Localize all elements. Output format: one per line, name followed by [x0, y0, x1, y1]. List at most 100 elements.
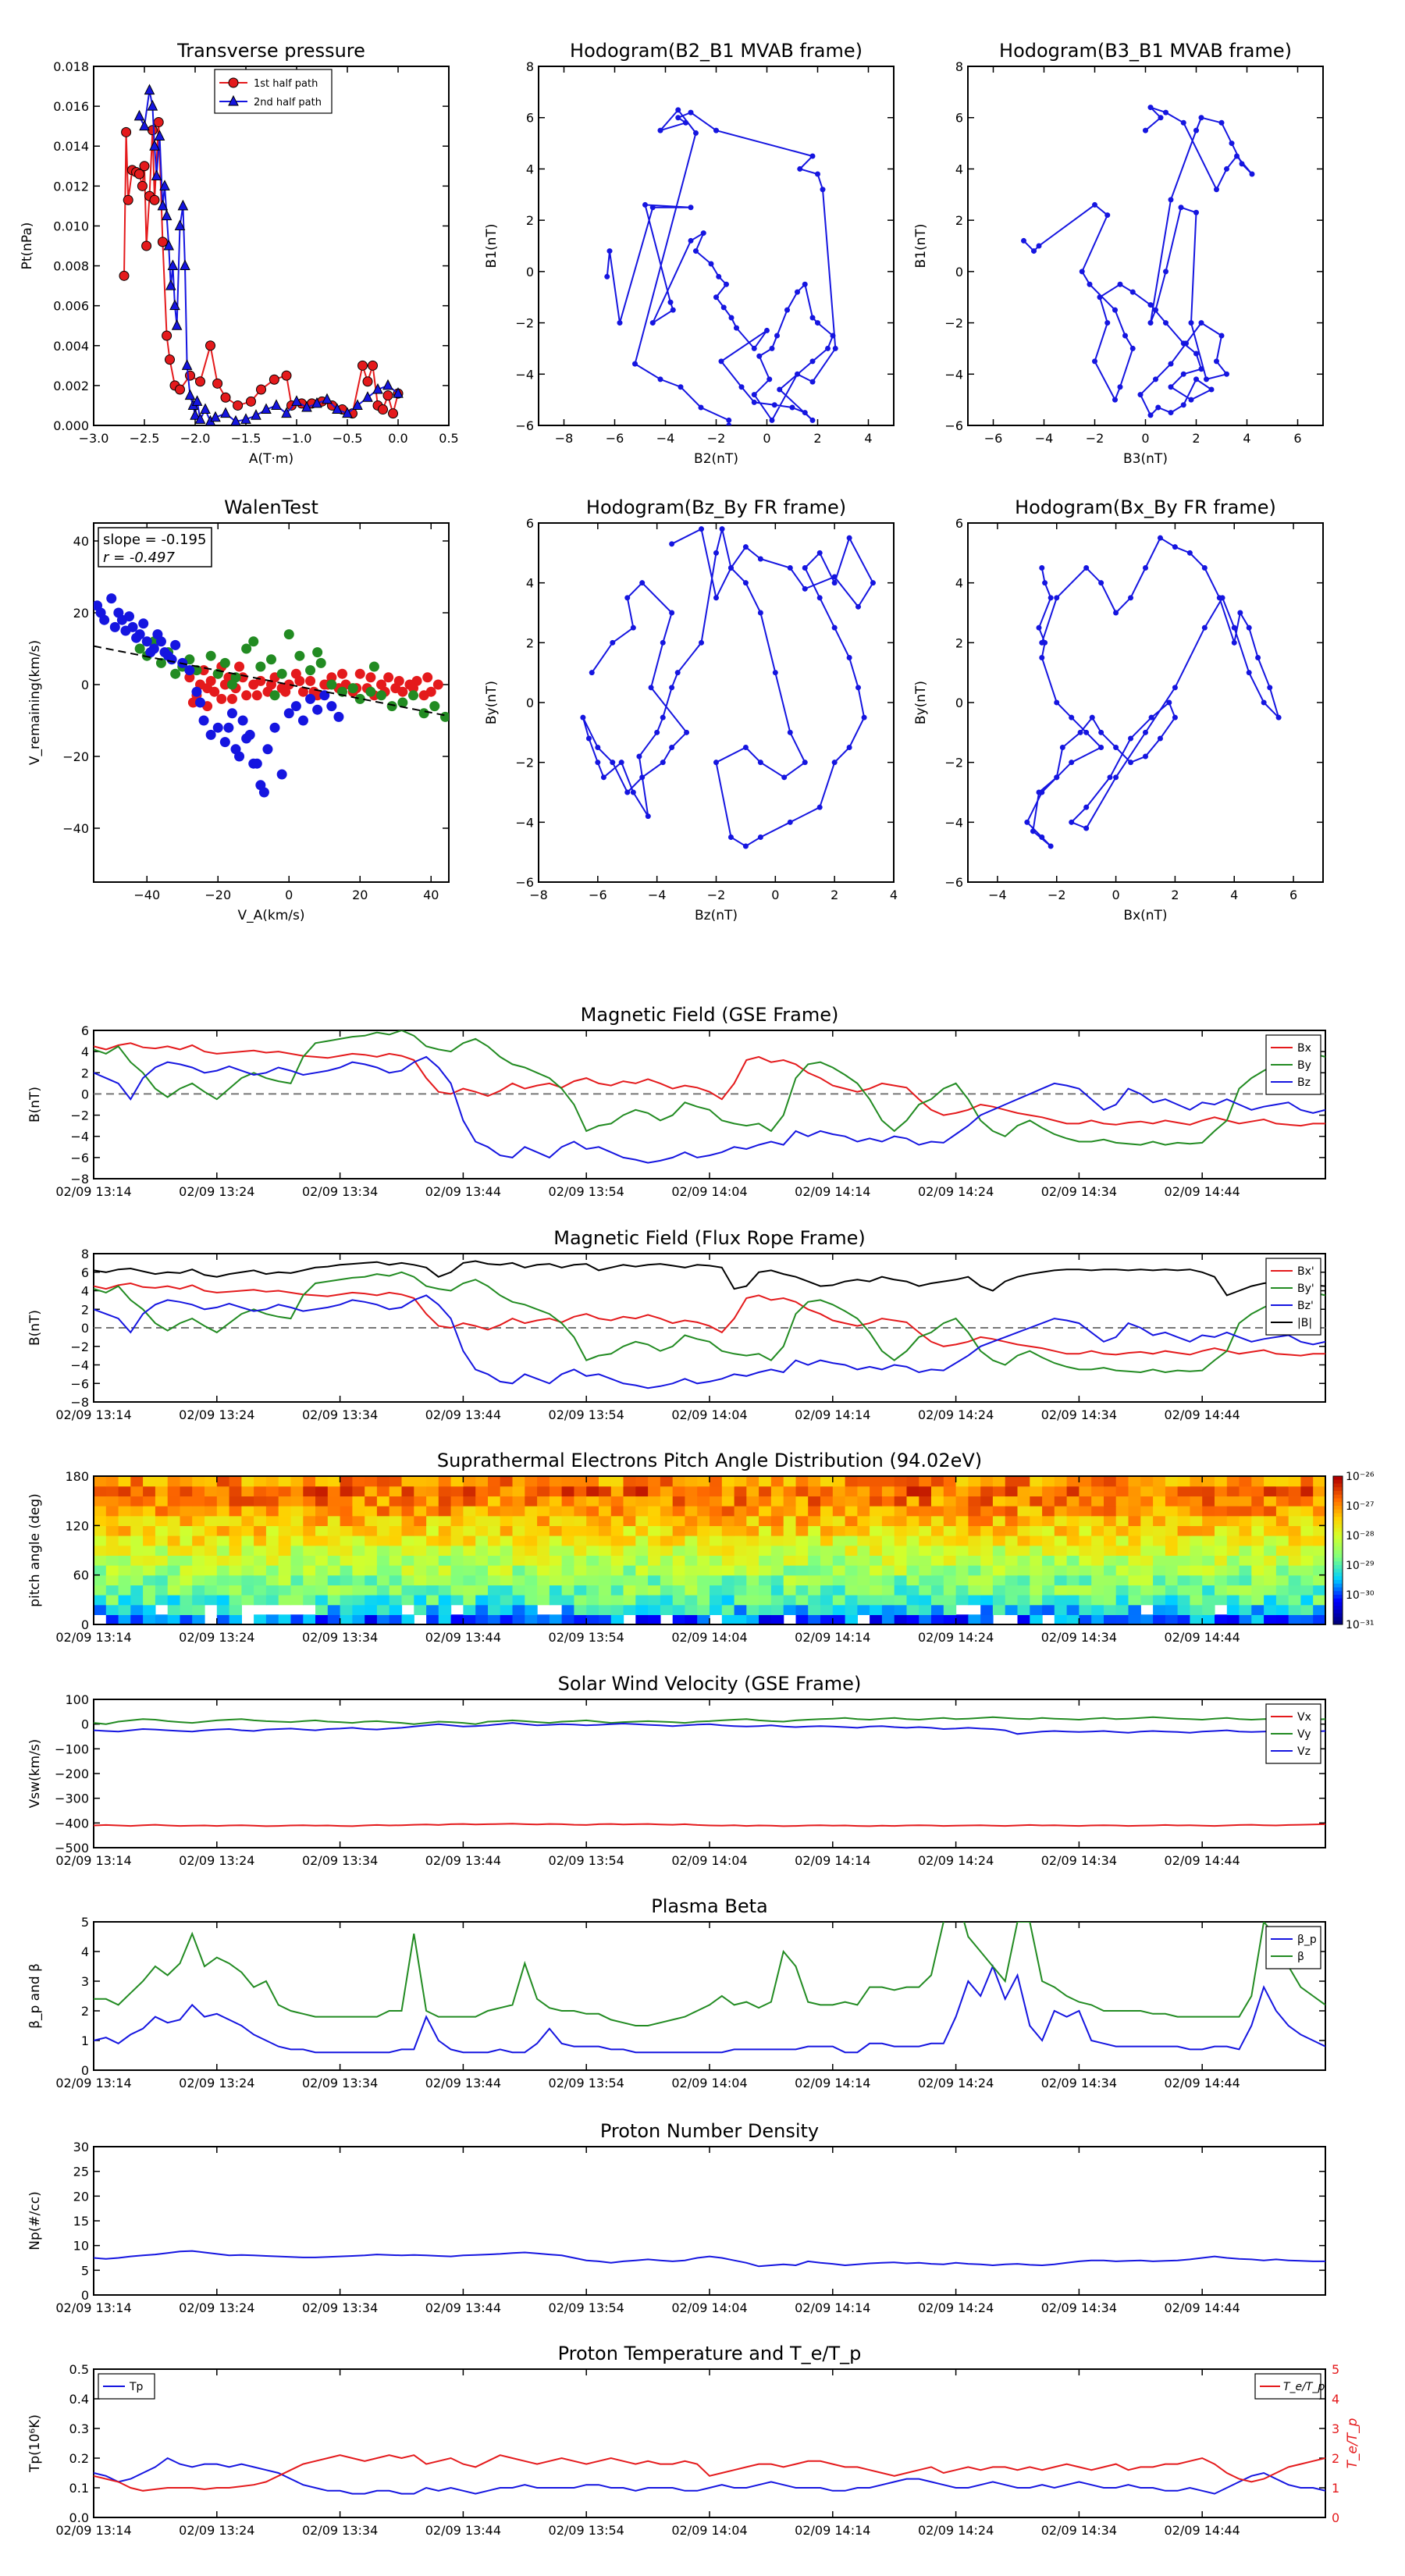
heatmap-cell	[1165, 1574, 1179, 1585]
heatmap-cell	[795, 1555, 809, 1566]
heatmap-cell	[783, 1555, 797, 1566]
heatmap-cell	[155, 1555, 169, 1566]
heatmap-cell	[1054, 1585, 1068, 1596]
heatmap-cell	[1202, 1585, 1215, 1596]
legend-label: β_p	[1297, 1934, 1317, 1946]
heatmap-cell	[1239, 1496, 1252, 1507]
heatmap-cell	[180, 1614, 193, 1625]
data-point	[297, 715, 308, 726]
heatmap-cell	[648, 1595, 661, 1606]
data-point	[1048, 843, 1054, 849]
heatmap-cell	[500, 1476, 514, 1487]
heatmap-cell	[216, 1535, 230, 1546]
heatmap-cell	[1177, 1555, 1190, 1566]
heatmap-cell	[820, 1535, 834, 1546]
heatmap-cell	[155, 1496, 169, 1507]
heatmap-cell	[241, 1506, 254, 1517]
heatmap-cell	[488, 1476, 501, 1487]
data-point	[825, 345, 831, 351]
heatmap-cell	[1288, 1585, 1302, 1596]
y-tick-label: −6	[944, 875, 963, 890]
heatmap-cell	[290, 1515, 304, 1526]
data-point	[174, 219, 186, 230]
data-point	[145, 647, 156, 658]
heatmap-cell	[1066, 1506, 1080, 1517]
time-tick-label: 02/09 14:34	[1041, 1630, 1117, 1645]
heatmap-cell	[1177, 1545, 1190, 1556]
heatmap-cell	[1226, 1485, 1240, 1496]
time-tick-label: 02/09 14:24	[918, 2523, 994, 2538]
heatmap-cell	[808, 1574, 821, 1585]
heatmap-cell	[414, 1574, 427, 1585]
y-tick-label: −6	[944, 418, 963, 433]
y-tick-label: 0	[81, 1617, 89, 1632]
data-point	[802, 281, 808, 287]
heatmap-cell	[635, 1525, 649, 1536]
heatmap-cell	[1215, 1595, 1228, 1606]
x-tick-label: 0	[1112, 888, 1119, 902]
heatmap-cell	[1202, 1496, 1215, 1507]
heatmap-cell	[599, 1555, 612, 1566]
heatmap-cell	[808, 1535, 821, 1546]
heatmap-cell	[599, 1476, 612, 1487]
data-point	[378, 404, 388, 415]
heatmap-cell	[1165, 1506, 1179, 1517]
heatmap-cell	[672, 1555, 686, 1566]
heatmap-cell	[315, 1476, 329, 1487]
heatmap-cell	[1226, 1565, 1240, 1576]
data-point	[137, 180, 148, 191]
data-point	[1193, 350, 1199, 357]
data-point	[1163, 269, 1168, 275]
heatmap-cell	[143, 1515, 156, 1526]
data-point	[167, 259, 179, 271]
heatmap-cell	[992, 1604, 1006, 1615]
heatmap-cell	[290, 1555, 304, 1566]
heatmap-cell	[1017, 1535, 1030, 1546]
time-tick-label: 02/09 13:54	[549, 1853, 624, 1868]
series-line-By'	[94, 1271, 1325, 1374]
heatmap-cell	[845, 1574, 858, 1585]
heatmap-cell	[537, 1525, 550, 1536]
heatmap-cell	[746, 1485, 759, 1496]
x-tick-label: −6	[589, 888, 607, 902]
x-tick-label: −1.0	[282, 431, 312, 446]
heatmap-cell	[931, 1574, 944, 1585]
x-tick-label: 2	[1192, 431, 1200, 446]
heatmap-cell	[623, 1485, 636, 1496]
data-point	[816, 550, 823, 556]
heatmap-cell	[327, 1595, 341, 1606]
colorbar-segment	[1333, 1610, 1343, 1614]
heatmap-cell	[327, 1506, 341, 1517]
heatmap-cell	[130, 1545, 144, 1556]
time-tick-label: 02/09 14:44	[1165, 2523, 1240, 2538]
heatmap-cell	[759, 1565, 772, 1576]
heatmap-cell	[1042, 1515, 1055, 1526]
heatmap-cell	[992, 1496, 1006, 1507]
heatmap-cell	[660, 1545, 674, 1556]
heatmap-cell	[216, 1565, 230, 1576]
data-point	[184, 389, 196, 400]
heatmap-cell	[721, 1535, 735, 1546]
data-point	[1107, 774, 1113, 781]
y-tick-label: 0.5	[69, 2362, 89, 2377]
time-tick-label: 02/09 13:54	[549, 1407, 624, 1422]
heatmap-cell	[832, 1525, 846, 1536]
colorbar-segment	[1333, 1502, 1343, 1507]
heatmap-cell	[1153, 1485, 1166, 1496]
heatmap-cell	[1066, 1604, 1080, 1615]
heatmap-cell	[167, 1614, 181, 1625]
heatmap-cell	[610, 1476, 624, 1487]
data-point	[393, 675, 404, 686]
heatmap-cell	[955, 1585, 969, 1596]
heatmap-cell	[697, 1555, 710, 1566]
colorbar-segment	[1333, 1583, 1343, 1588]
heatmap-cell	[1264, 1555, 1277, 1566]
data-point	[134, 169, 144, 180]
data-point	[159, 180, 170, 190]
heatmap-cell	[894, 1595, 908, 1606]
y-tick-label: 8	[955, 59, 963, 74]
y-tick-label: 0.018	[53, 59, 89, 74]
x-axis-label: A(T·m)	[249, 451, 293, 467]
heatmap-cell	[832, 1614, 846, 1625]
